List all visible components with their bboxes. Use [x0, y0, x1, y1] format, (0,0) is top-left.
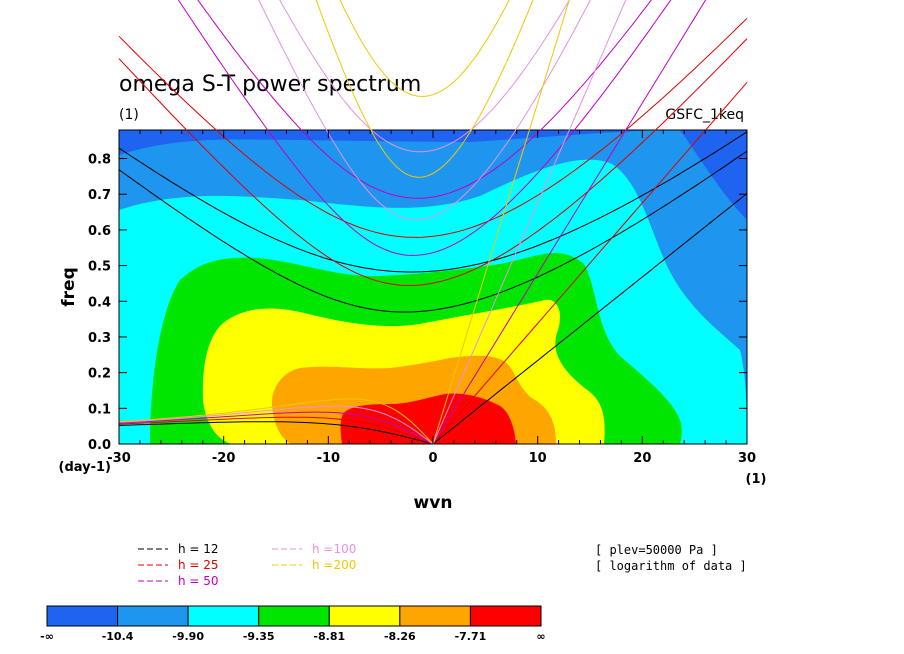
plot-area — [118, 129, 748, 445]
legend-label: h = 50 — [178, 574, 219, 588]
y-axis-unit: (day-1) — [59, 460, 111, 475]
colorbar-label: ∞ — [536, 630, 545, 643]
chart-subtitle: (1) — [119, 107, 139, 123]
colorbar-cell — [258, 605, 330, 627]
kelvin-curve — [432, 0, 627, 445]
y-tick-label: 0.6 — [88, 224, 111, 239]
gravity-curve-n1 — [118, 38, 748, 286]
x-tick-label: -20 — [212, 451, 236, 466]
colorbar-label: -8.26 — [384, 630, 416, 643]
y-tick-label: 0.8 — [88, 153, 111, 168]
gravity-curve-n1 — [315, 0, 534, 178]
gravity-curve-n2 — [197, 0, 652, 199]
axes: -30 -20 -10 0 10 20 30 0.0 0.1 0.2 0.3 0.4 0.5 0.6 0.7… — [88, 130, 756, 466]
colorbar-label: -8.81 — [313, 630, 345, 643]
rossby-curve — [119, 416, 434, 444]
rossby-curve — [119, 411, 434, 444]
curve-legend: h = 12 h = 25 h = 50 h =100 h =200 — [138, 542, 356, 588]
colorbar: -∞ -10.4 -9.90 -9.35 -8.81 -8.26 -7.71 ∞ — [40, 605, 546, 643]
x-tick-label: 10 — [529, 451, 547, 466]
gravity-curve-n1 — [177, 0, 672, 256]
colorbar-cell — [328, 605, 401, 627]
rossby-curve — [119, 398, 434, 444]
field-note: [ logarithm of data ] — [595, 559, 747, 573]
y-tick-label: 0.7 — [88, 188, 111, 203]
y-tick-label: 0.3 — [88, 331, 111, 346]
y-tick-label: 0.5 — [88, 260, 111, 275]
colorbar-label: -10.4 — [102, 630, 134, 643]
x-tick-label: 0 — [428, 451, 437, 466]
x-tick-label: -10 — [317, 451, 341, 466]
source-label: GSFC_1keq — [665, 107, 744, 123]
kelvin-curve — [432, 193, 748, 445]
colorbar-cell — [469, 605, 542, 627]
colorbar-cell — [46, 605, 119, 627]
y-tick-label: 0.1 — [88, 402, 111, 417]
gravity-curve-n2 — [279, 0, 570, 153]
rossby-curve — [119, 405, 434, 444]
legend-label: h = 12 — [178, 542, 219, 556]
chart-title: omega S-T power spectrum — [119, 72, 421, 97]
x-tick-label: 20 — [633, 451, 651, 466]
colorbar-label: -∞ — [40, 630, 54, 643]
gravity-curve-n1 — [118, 150, 748, 313]
legend-label: h = 25 — [178, 558, 219, 572]
y-tick-label: 0.0 — [88, 438, 111, 453]
gravity-curve-n1 — [258, 0, 591, 221]
colorbar-label: -9.90 — [172, 630, 204, 643]
legend-label: h =200 — [312, 558, 356, 572]
rossby-curve — [119, 421, 434, 444]
region-level-6 — [340, 393, 516, 444]
dispersion-curves — [119, 398, 434, 444]
kelvin-curve — [432, 0, 707, 445]
colorbar-label: -9.35 — [243, 630, 275, 643]
gravity-curve-n2 — [339, 0, 510, 98]
x-axis-label: wvn — [414, 493, 453, 513]
legend-label: h =100 — [312, 542, 356, 556]
colorbar-cell — [399, 605, 471, 627]
x-axis-unit: (1) — [746, 472, 767, 487]
colorbar-cell — [187, 605, 260, 627]
colorbar-label: -7.71 — [455, 630, 487, 643]
kelvin-curve — [432, 0, 570, 445]
x-tick-label: -30 — [107, 451, 131, 466]
level-note: [ plev=50000 Pa ] — [595, 543, 718, 557]
gravity-curve-n2 — [118, 131, 748, 273]
colorbar-cell — [117, 605, 189, 627]
kelvin-curve — [432, 82, 748, 445]
y-tick-label: 0.2 — [88, 367, 111, 382]
x-tick-label: 30 — [738, 451, 756, 466]
y-axis-label: freq — [59, 267, 79, 306]
y-tick-label: 0.4 — [88, 295, 111, 310]
